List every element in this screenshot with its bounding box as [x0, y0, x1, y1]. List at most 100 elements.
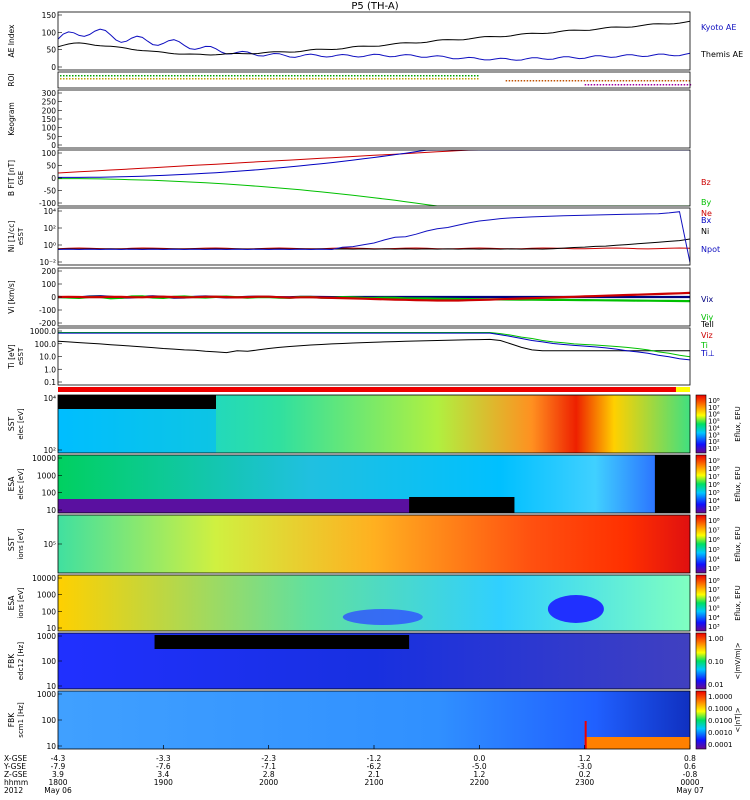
x-tick-label: 2.1 [368, 770, 380, 779]
roi-marker [327, 78, 329, 80]
roi-marker [423, 78, 425, 80]
roi-marker [240, 75, 242, 77]
y-tick-label: 100 [42, 489, 57, 498]
roi-marker [138, 75, 140, 77]
roi-marker [541, 80, 544, 82]
colorbar-tick-label: 1.0000 [708, 693, 733, 701]
roi-marker [641, 84, 644, 86]
roi-marker [297, 75, 299, 77]
roi-marker [339, 78, 341, 80]
y-axis-label: FBK [7, 712, 16, 727]
y-axis-sublabel: eSST [17, 227, 25, 245]
roi-marker [333, 78, 335, 80]
roi-marker [294, 78, 296, 80]
x-tick-label: -7.9 [51, 762, 66, 771]
y-tick-label: 50 [46, 132, 56, 141]
roi-marker [258, 75, 260, 77]
roi-marker [477, 78, 479, 80]
roi-marker [84, 78, 86, 80]
x-tick-label: -7.1 [261, 762, 276, 771]
series-line-bz [58, 150, 596, 174]
roi-marker [279, 78, 281, 80]
roi-marker [652, 80, 655, 82]
roi-marker [664, 80, 667, 82]
y-tick-label: 10⁴ [43, 394, 56, 403]
roi-marker [237, 75, 239, 77]
y-tick-label: 100 [42, 607, 57, 616]
roi-marker [429, 75, 431, 77]
roi-marker [207, 75, 209, 77]
series-line-viz [58, 291, 690, 302]
roi-marker [590, 84, 593, 86]
y-tick-label: 1000 [37, 471, 56, 480]
roi-marker [291, 78, 293, 80]
x-tick-label: -6.2 [367, 762, 382, 771]
roi-marker [129, 78, 131, 80]
roi-marker [680, 84, 683, 86]
y-axis-label: Ni [1/cc] [7, 221, 16, 253]
roi-marker [243, 75, 245, 77]
roi-marker [673, 80, 676, 82]
roi-marker [189, 75, 191, 77]
x-tick-label: 0.8 [684, 754, 696, 763]
roi-marker [626, 84, 629, 86]
roi-marker [378, 75, 380, 77]
roi-marker [345, 78, 347, 80]
roi-marker [309, 78, 311, 80]
roi-marker [468, 78, 470, 80]
roi-marker [643, 80, 646, 82]
roi-marker [683, 84, 686, 86]
legend-ti: Ti [700, 341, 708, 350]
roi-marker [688, 80, 691, 82]
roi-marker [619, 80, 622, 82]
roi-marker [267, 75, 269, 77]
y-tick-label: 100 [42, 657, 57, 666]
roi-marker [273, 75, 275, 77]
roi-marker [309, 75, 311, 77]
roi-marker [438, 75, 440, 77]
roi-marker [210, 75, 212, 77]
roi-marker [270, 75, 272, 77]
x-tick-label: -3.0 [577, 762, 592, 771]
y-axis-sublabel: eSST [17, 347, 25, 365]
roi-marker [318, 75, 320, 77]
roi-marker [99, 78, 101, 80]
roi-marker [339, 75, 341, 77]
roi-marker [231, 78, 233, 80]
roi-marker [96, 75, 98, 77]
x-tick-label: 1.2 [579, 754, 591, 763]
roi-marker [183, 75, 185, 77]
roi-marker [584, 84, 587, 86]
roi-marker [676, 80, 679, 82]
roi-marker [647, 84, 650, 86]
roi-marker [252, 75, 254, 77]
colorbar-label: Eflux, EFU [734, 585, 742, 620]
roi-marker [414, 78, 416, 80]
roi-marker [363, 75, 365, 77]
colorbar-tick-label: 10⁶ [708, 411, 720, 419]
legend-npot: Npot [701, 245, 720, 254]
roi-marker [204, 78, 206, 80]
roi-marker [270, 78, 272, 80]
series-line-ni [58, 238, 690, 250]
roi-marker [399, 75, 401, 77]
roi-marker [617, 84, 620, 86]
y-tick-label: 10² [43, 224, 56, 233]
colorbar-tick-label: 10³ [708, 431, 720, 439]
roi-marker [189, 78, 191, 80]
heatmap-sst_i [58, 515, 690, 573]
roi-marker [327, 75, 329, 77]
roi-marker [568, 80, 571, 82]
legend-ni: Ni [701, 227, 709, 236]
panel-fbk_e: 1.00 0.10 0.01 <|mV/m|> 1000 100 10 FBK edc12 [H… [7, 632, 742, 691]
series-line-themis-ae [58, 20, 690, 56]
roi-marker [255, 75, 257, 77]
x-row-label: Z-GSE [4, 770, 28, 779]
y-axis-sublabel: elec [eV] [17, 408, 25, 439]
roi-marker [677, 84, 680, 86]
roi-marker [444, 75, 446, 77]
roi-marker [60, 75, 62, 77]
